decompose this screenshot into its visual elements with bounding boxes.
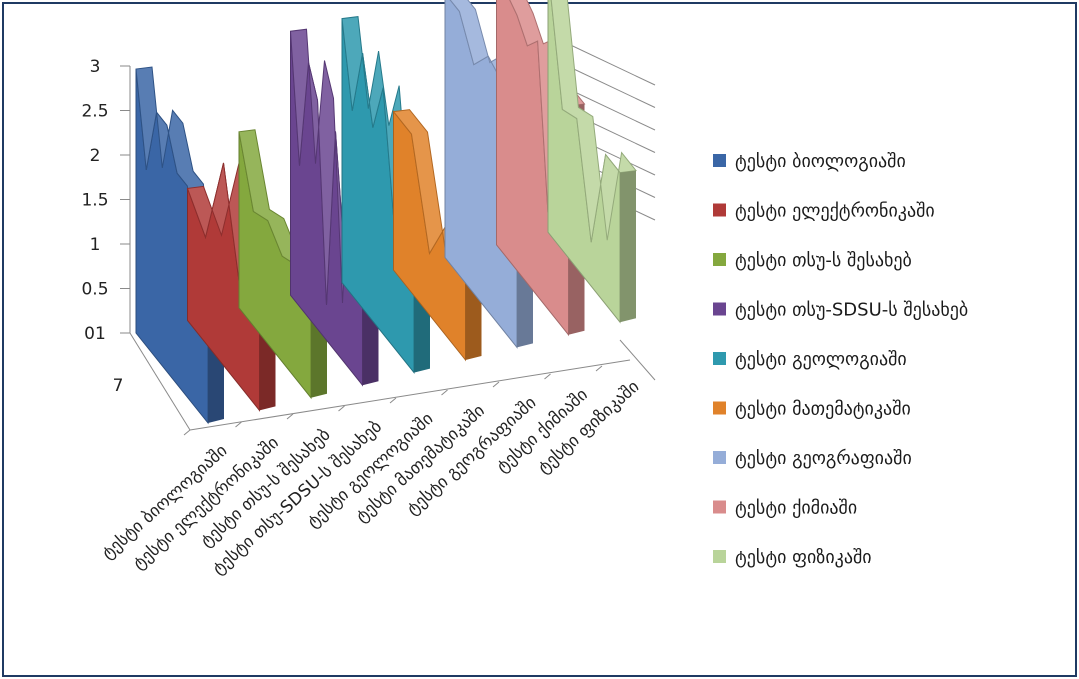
depth-axis-ticks: 7 bbox=[113, 376, 124, 396]
floor-tick bbox=[389, 397, 397, 404]
legend-entry: ტესტი მათემატიკაში bbox=[735, 399, 911, 420]
chart-floor bbox=[129, 332, 656, 436]
floor-tick bbox=[286, 413, 294, 420]
y-tick-label: 2 bbox=[90, 146, 101, 166]
legend-entry: ტესტი ბიოლოგიაში bbox=[735, 151, 906, 172]
floor-edge-right bbox=[619, 339, 656, 381]
legend-entry: ტესტი თსუ-SDSU-ს შესახებ bbox=[735, 300, 968, 321]
legend-entry: ტესტი გეოგრაფიაში bbox=[735, 448, 912, 469]
legend-entry: ტესტი ფიზიკაში bbox=[735, 547, 872, 568]
category-label: ტესტი თსუ-SDSU-ს შესახებ bbox=[209, 417, 386, 579]
depth-tick-label: 7 bbox=[113, 376, 124, 396]
legend-entry: ტესტი გეოლოგიაში bbox=[735, 349, 907, 370]
floor-edge-left bbox=[129, 332, 191, 431]
floor-tick bbox=[235, 421, 242, 428]
y-tick-label: 01 bbox=[84, 324, 106, 344]
y-tick-label: 0.5 bbox=[81, 280, 108, 300]
floor-tick bbox=[595, 365, 603, 372]
y-tick-label: 2.5 bbox=[81, 102, 108, 122]
area-front-face bbox=[620, 170, 636, 323]
legend-swatch bbox=[713, 302, 726, 316]
legend-entry: ტესტი თსუ-ს შესახებ bbox=[735, 250, 912, 271]
legend-entry: ტესტი ქიმიაში bbox=[735, 498, 857, 519]
area-series-8 bbox=[547, 0, 637, 324]
legend-entry: ტესტი ელექტრონიკაში bbox=[735, 201, 935, 222]
legend-swatch bbox=[713, 451, 726, 464]
legend-swatch bbox=[713, 203, 726, 217]
legend-swatch bbox=[713, 253, 726, 266]
floor-tick bbox=[492, 381, 500, 388]
legend-swatch bbox=[713, 154, 726, 167]
y-axis-ticks: 3 2.5 2 1.5 1 0.5 01 bbox=[81, 57, 131, 344]
depth-gridline bbox=[559, 39, 656, 86]
legend-swatch bbox=[713, 500, 726, 514]
legend-swatch bbox=[713, 401, 726, 415]
floor-tick bbox=[183, 429, 191, 436]
floor-tick bbox=[441, 389, 448, 396]
depth-gridline bbox=[559, 62, 656, 108]
floor-tick bbox=[544, 373, 551, 380]
floor-tick bbox=[338, 405, 345, 412]
chart-areas bbox=[135, 0, 637, 425]
y-tick-label: 3 bbox=[90, 57, 101, 77]
legend-swatch bbox=[713, 352, 726, 365]
legend-swatch bbox=[713, 550, 726, 563]
y-tick-label: 1 bbox=[90, 235, 101, 255]
y-tick-label: 1.5 bbox=[81, 191, 108, 211]
floor-edge-front bbox=[189, 359, 631, 431]
legend: ტესტი ბიოლოგიაში ტესტი ელექტრონიკაში ტესტი… bbox=[713, 151, 968, 568]
